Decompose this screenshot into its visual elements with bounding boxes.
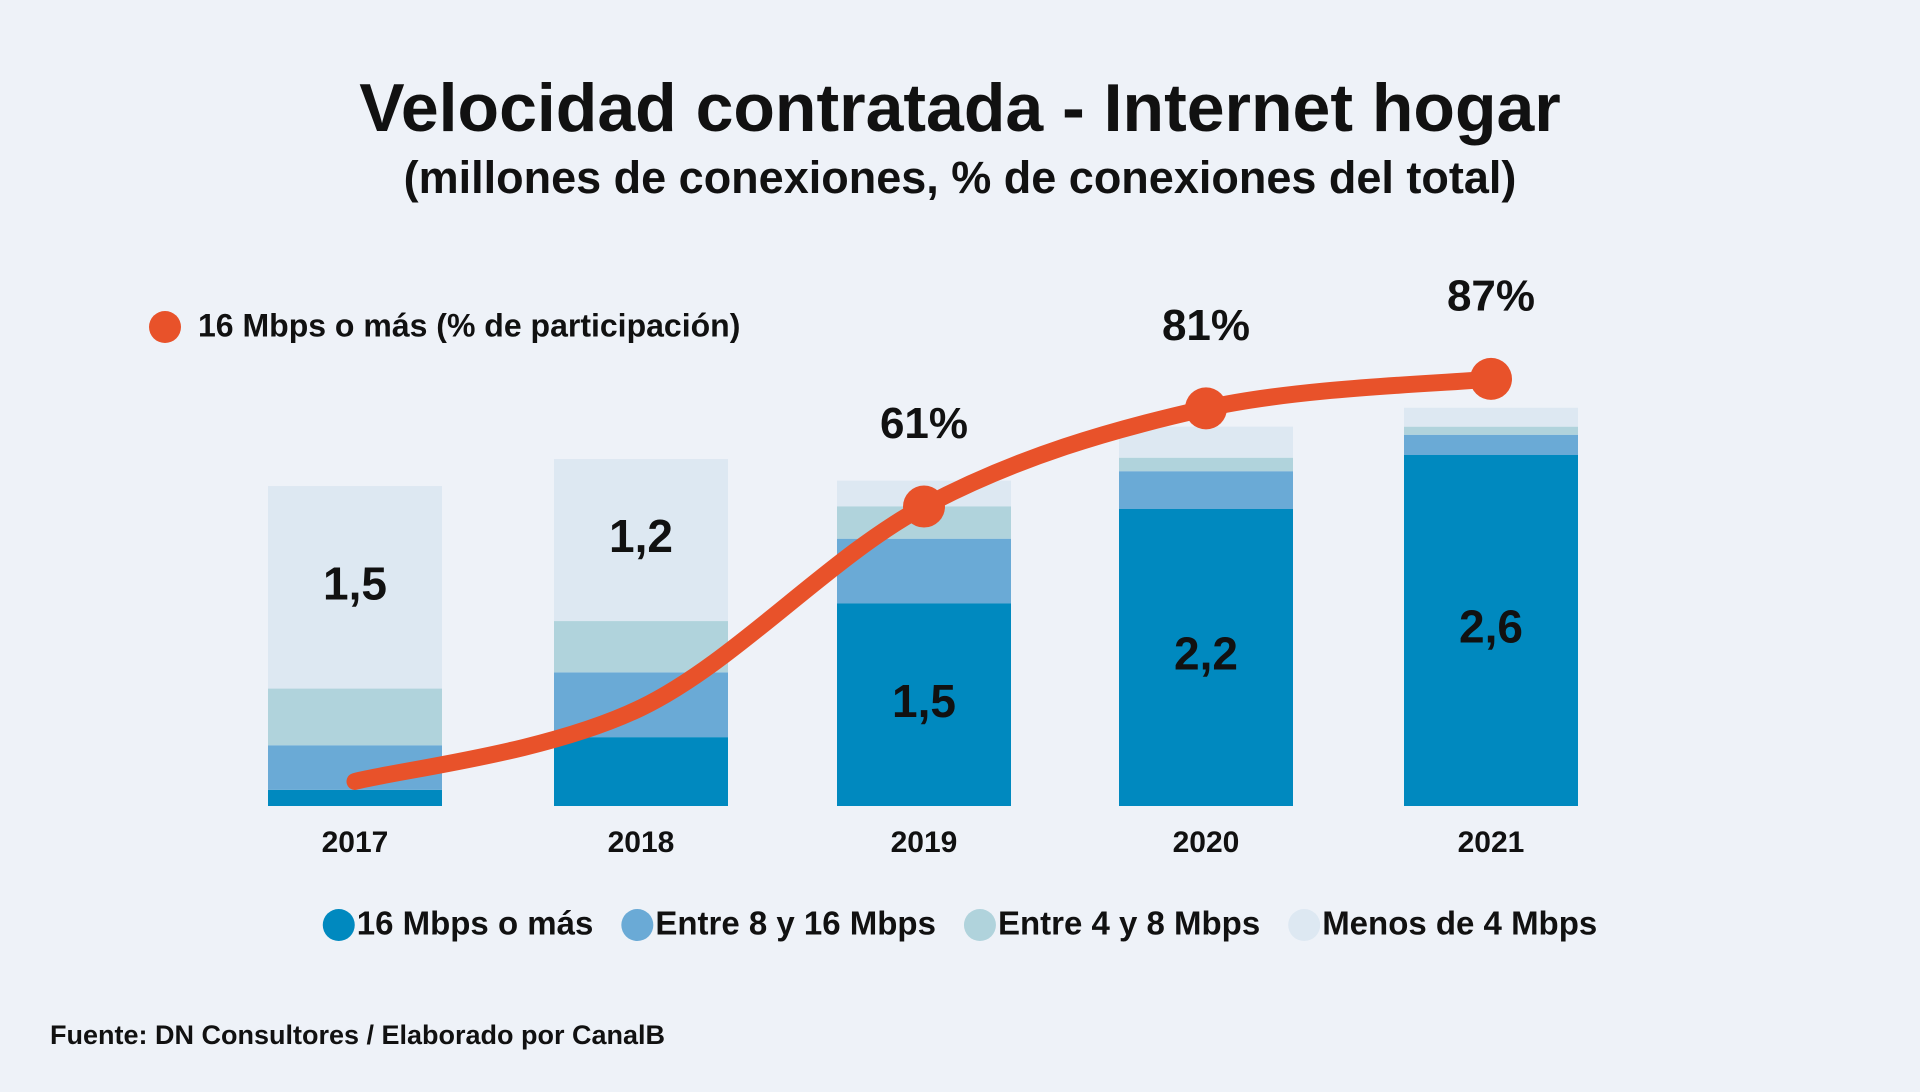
bar-segment [837, 603, 1011, 806]
bar-segment [1119, 509, 1293, 806]
legend-marker [1288, 909, 1321, 941]
legend-marker [322, 909, 355, 941]
line-label: 81% [1162, 301, 1250, 350]
legend-label: Menos de 4 Mbps [1322, 905, 1597, 942]
legend-label: Entre 8 y 16 Mbps [655, 905, 936, 942]
data-label: 1,5 [323, 557, 387, 609]
data-label: 1,2 [609, 510, 673, 562]
line-marker [1470, 357, 1512, 400]
bar-segment [268, 688, 442, 746]
source: Fuente: DN Consultores / Elaborado por C… [50, 1020, 665, 1050]
legend-marker [963, 909, 996, 941]
line-marker [1185, 387, 1227, 430]
line-marker [903, 485, 945, 528]
bar-segment [554, 737, 728, 806]
data-label: 1,5 [892, 675, 956, 727]
bar-segment [268, 789, 442, 806]
legend-label: 16 Mbps o más [357, 905, 594, 942]
data-label: 2,2 [1174, 628, 1238, 680]
legend-marker [621, 909, 654, 941]
x-tick-label: 2021 [1458, 826, 1525, 859]
x-tick-label: 2019 [891, 826, 958, 859]
bar-segment [1404, 407, 1578, 427]
x-tick-label: 2018 [608, 826, 675, 859]
line-label: 87% [1447, 272, 1535, 321]
data-label: 2,6 [1459, 601, 1523, 653]
line-label: 61% [880, 399, 968, 448]
bar-segment [554, 459, 728, 622]
bar-segment [1119, 471, 1293, 509]
x-tick-label: 2020 [1173, 826, 1240, 859]
bar-segment [1119, 457, 1293, 472]
bar-segment [1404, 434, 1578, 455]
x-tick-label: 2017 [322, 826, 389, 859]
bar-segment [1119, 426, 1293, 458]
chart-subtitle: (millones de conexiones, % de conexiones… [404, 152, 1517, 203]
bar-segment [268, 486, 442, 689]
chart-title: Velocidad contratada - Internet hogar [359, 70, 1561, 146]
legend-label: 16 Mbps o más (% de participación) [198, 307, 740, 343]
legend-label: Entre 4 y 8 Mbps [998, 905, 1260, 942]
bar-segment [1404, 455, 1578, 806]
bar-segment [1404, 426, 1578, 435]
legend-marker [149, 311, 181, 343]
